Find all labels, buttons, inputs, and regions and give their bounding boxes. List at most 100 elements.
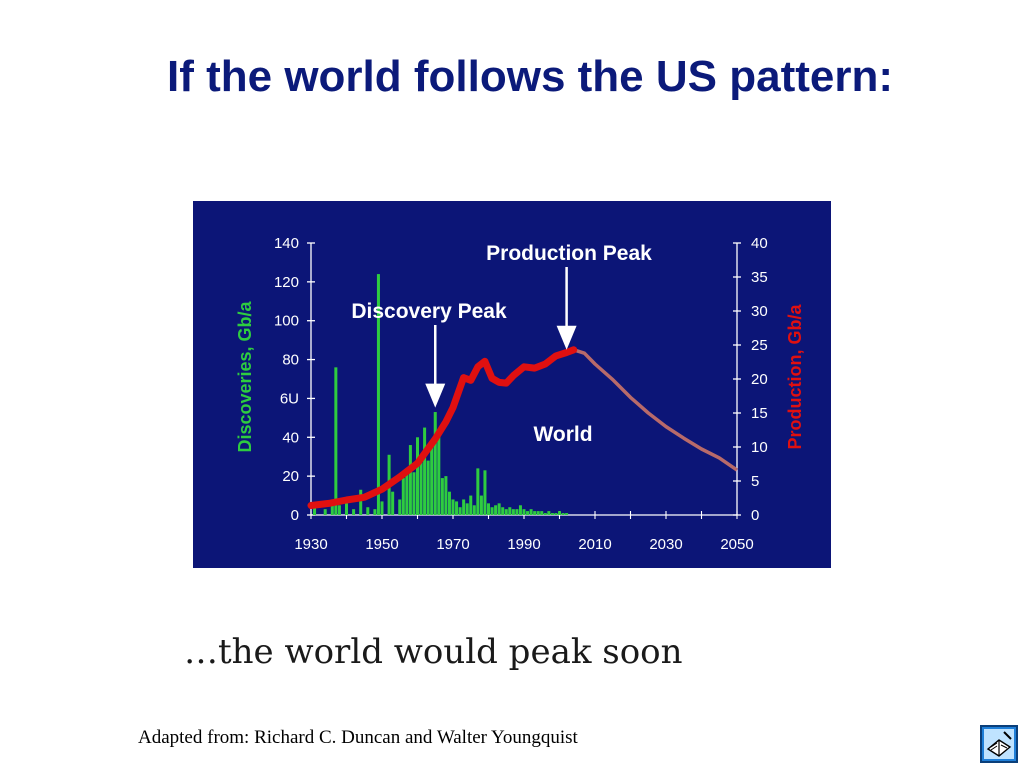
production-lines — [307, 346, 738, 509]
discovery-bar — [490, 507, 494, 515]
slide-title: If the world follows the US pattern: — [167, 52, 893, 101]
left-tick-label: 40 — [282, 429, 299, 446]
x-tick-label: 2050 — [720, 536, 753, 553]
discovery-bar — [447, 491, 451, 515]
discovery-bar — [391, 491, 395, 515]
discovery-bar — [526, 511, 530, 515]
discovery-bar — [494, 505, 498, 515]
source-attribution: Adapted from: Richard C. Duncan and Walt… — [138, 727, 578, 748]
discovery-bar — [561, 513, 565, 515]
discovery-bar — [522, 509, 526, 515]
discovery-bar — [557, 511, 562, 515]
discovery-bar — [337, 505, 341, 515]
discovery-bar — [313, 507, 317, 515]
production-forecast-line — [573, 348, 738, 472]
left-axis-title: Discoveries, Gb/a — [235, 300, 255, 452]
right-tick-label: 20 — [751, 371, 768, 388]
production-peak-arrow-head — [556, 325, 577, 350]
discovery-bar — [547, 511, 551, 515]
oil-discovery-production-chart: 0 20 40 6U 80 100 120 140 0 5 10 15 20 25 30 35 40 1930… — [235, 235, 805, 553]
discovery-bar — [437, 433, 441, 515]
discovery-bar — [465, 503, 469, 515]
discovery-bar — [479, 495, 483, 515]
x-tick-label: 1950 — [365, 536, 398, 553]
discovery-bar — [412, 472, 416, 515]
right-tick-label: 30 — [751, 303, 768, 320]
discovery-peak-label: Discovery Peak — [351, 300, 507, 323]
discovery-bar — [330, 499, 334, 515]
discovery-bar — [373, 509, 377, 515]
discovery-bar — [366, 507, 370, 515]
left-tick-label: 6U — [280, 390, 299, 407]
discovery-bar — [511, 509, 515, 515]
discovery-bar — [408, 445, 412, 515]
discovery-bar — [529, 509, 533, 515]
discovery-bar — [469, 495, 473, 515]
right-tick-label: 0 — [751, 507, 759, 524]
discovery-bar — [508, 507, 512, 515]
discovery-bar — [501, 507, 505, 515]
left-tick-label: 140 — [274, 235, 299, 252]
right-axis: 0 5 10 15 20 25 30 35 40 — [733, 235, 768, 524]
left-tick-label: 100 — [274, 313, 299, 330]
right-tick-label: 40 — [751, 235, 768, 252]
discovery-bar — [451, 499, 455, 515]
right-tick-label: 5 — [751, 473, 759, 490]
production-history-line — [307, 346, 578, 509]
left-tick-label: 80 — [282, 352, 299, 369]
right-tick-label: 15 — [751, 405, 768, 422]
discovery-bar — [533, 511, 537, 515]
discovery-bar — [398, 499, 402, 515]
x-tick-label: 1930 — [294, 536, 327, 553]
discovery-bar — [550, 513, 554, 515]
x-tick-label: 2010 — [578, 536, 611, 553]
discovery-bar — [376, 274, 380, 515]
left-tick-label: 20 — [282, 468, 299, 485]
discovery-bar — [455, 501, 459, 515]
discovery-bar — [458, 507, 462, 515]
discovery-bar — [359, 489, 363, 515]
discovery-bar — [462, 499, 466, 515]
x-tick-label: 2030 — [649, 536, 682, 553]
discovery-bar — [518, 505, 522, 515]
discovery-bar — [486, 503, 491, 515]
discovery-bar — [444, 476, 448, 515]
left-tick-label: 0 — [291, 507, 299, 524]
discovery-bar — [536, 511, 540, 515]
discovery-peak-arrow-head — [425, 383, 446, 408]
discovery-bar — [554, 513, 558, 515]
left-axis: 0 20 40 6U 80 100 120 140 — [274, 235, 315, 524]
x-axis: 1930 1950 1970 1990 2010 2030 2050 — [294, 511, 754, 553]
discovery-bar — [476, 468, 480, 515]
discovery-bar — [440, 478, 444, 515]
discovery-bar — [433, 412, 437, 515]
discovery-bar — [430, 447, 434, 515]
discovery-bars — [313, 274, 569, 515]
discovery-bar — [352, 509, 356, 515]
chart-panel: 0 20 40 6U 80 100 120 140 0 5 10 15 20 25 30 35 40 1930… — [193, 201, 831, 568]
left-tick-label: 120 — [274, 274, 299, 291]
discovery-bar — [419, 456, 423, 515]
production-peak-label: Production Peak — [486, 242, 652, 265]
discovery-bar — [344, 503, 349, 515]
right-tick-label: 10 — [751, 439, 768, 456]
annotations: Production Peak Discovery Peak World — [351, 242, 652, 446]
x-tick-label: 1970 — [436, 536, 469, 553]
discovery-bar — [483, 470, 487, 515]
discovery-bar — [504, 509, 508, 515]
discovery-bar — [426, 460, 430, 515]
discovery-bar — [334, 367, 338, 515]
right-tick-label: 35 — [751, 269, 768, 286]
discovery-bar — [497, 503, 501, 515]
x-tick-label: 1990 — [507, 536, 540, 553]
discovery-bar — [543, 513, 547, 515]
discovery-bar — [515, 509, 519, 515]
world-label: World — [533, 423, 592, 446]
discovery-bar — [472, 505, 476, 515]
discovery-bar — [323, 509, 327, 515]
right-axis-title: Production, Gb/a — [785, 304, 805, 450]
discovery-bar — [565, 513, 569, 515]
caption-text: …the world would peak soon — [184, 632, 683, 672]
book-icon[interactable] — [980, 725, 1018, 763]
discovery-bar — [401, 478, 405, 515]
